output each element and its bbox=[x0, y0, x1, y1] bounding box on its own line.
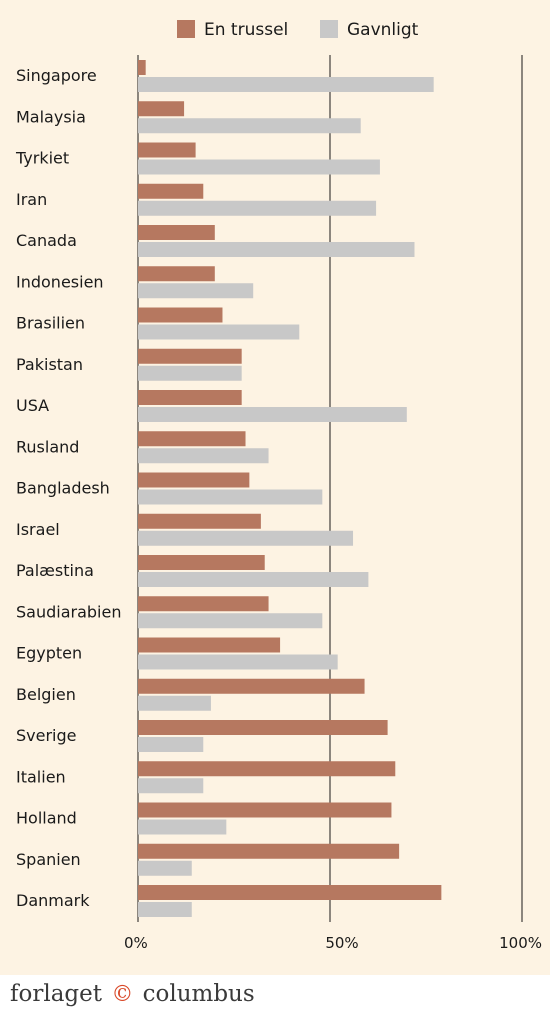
x-axis-ticks: 0% 50% 100% bbox=[124, 934, 542, 952]
bar-threat bbox=[138, 513, 261, 529]
bar-beneficial bbox=[138, 530, 354, 546]
bar-beneficial bbox=[138, 365, 242, 381]
bar-threat bbox=[138, 183, 204, 199]
category-label: Pakistan bbox=[16, 355, 83, 374]
x-tick-label: 50% bbox=[325, 934, 358, 952]
category-label: Brasilien bbox=[16, 314, 85, 333]
bar-beneficial bbox=[138, 242, 415, 257]
bar-threat bbox=[138, 307, 223, 323]
bar-threat bbox=[138, 142, 196, 158]
bar-threat bbox=[138, 843, 400, 859]
bar-threat bbox=[138, 101, 185, 117]
bar-beneficial bbox=[138, 572, 369, 587]
category-label: Canada bbox=[16, 231, 77, 250]
brand-left: forlaget bbox=[10, 981, 102, 1007]
bar-threat bbox=[138, 720, 388, 735]
category-label: Saudiarabien bbox=[16, 602, 121, 621]
bar-beneficial bbox=[138, 407, 407, 422]
bar-threat bbox=[138, 266, 215, 282]
category-label: Malaysia bbox=[16, 107, 86, 126]
category-label: Egypten bbox=[16, 644, 82, 663]
bar-beneficial bbox=[138, 902, 192, 917]
bar-beneficial bbox=[138, 159, 380, 175]
bar-beneficial bbox=[138, 448, 269, 464]
bar-threat bbox=[138, 225, 215, 240]
bar-beneficial bbox=[138, 737, 204, 752]
bar-beneficial bbox=[138, 819, 227, 835]
bar-threat bbox=[138, 472, 250, 488]
chart-panel: En trussel Gavnligt Singapore Malaysia Tyrk… bbox=[0, 0, 550, 975]
category-label: Iran bbox=[16, 190, 47, 209]
bar-beneficial bbox=[138, 654, 338, 670]
bar-threat bbox=[138, 348, 242, 364]
brand-right: columbus bbox=[142, 981, 255, 1007]
category-label: Holland bbox=[16, 809, 77, 828]
gridlines bbox=[137, 55, 523, 922]
category-label: Spanien bbox=[16, 850, 81, 869]
bars bbox=[138, 60, 442, 917]
bar-beneficial bbox=[138, 778, 204, 794]
bar-beneficial bbox=[138, 613, 323, 629]
category-label: Tyrkiet bbox=[15, 149, 69, 168]
category-label: Indonesien bbox=[16, 272, 104, 291]
category-label: Bangladesh bbox=[16, 479, 110, 498]
legend-label: En trussel bbox=[204, 20, 288, 40]
footer: forlaget © columbus bbox=[0, 975, 550, 1015]
publisher-logo: forlaget © columbus bbox=[10, 981, 255, 1007]
bar-beneficial bbox=[138, 200, 377, 216]
legend-swatch bbox=[320, 20, 338, 38]
bar-beneficial bbox=[138, 324, 300, 340]
bar-threat bbox=[138, 390, 242, 405]
bar-beneficial bbox=[138, 77, 434, 92]
copyright-icon: © bbox=[111, 982, 134, 1007]
category-label: Rusland bbox=[16, 437, 79, 456]
bar-threat bbox=[138, 596, 269, 612]
y-axis-labels: Singapore Malaysia Tyrkiet Iran Canada Indone… bbox=[15, 66, 121, 910]
legend-label: Gavnligt bbox=[347, 20, 419, 40]
bar-beneficial bbox=[138, 860, 192, 876]
bar-threat bbox=[138, 637, 281, 653]
bar-chart: En trussel Gavnligt Singapore Malaysia Tyrk… bbox=[15, 20, 542, 952]
category-label: Belgien bbox=[16, 685, 76, 704]
bar-beneficial bbox=[138, 489, 323, 505]
bar-beneficial bbox=[138, 695, 211, 711]
x-tick-label: 100% bbox=[499, 934, 542, 952]
category-label: Palæstina bbox=[16, 561, 94, 580]
bar-threat bbox=[138, 802, 392, 818]
bar-beneficial bbox=[138, 283, 254, 299]
category-label: Italien bbox=[16, 767, 66, 786]
bar-threat bbox=[138, 555, 265, 570]
bar-threat bbox=[138, 885, 442, 900]
category-label: Sverige bbox=[16, 726, 77, 745]
category-label: Singapore bbox=[16, 66, 97, 85]
bar-threat bbox=[138, 761, 396, 777]
category-label: USA bbox=[16, 396, 49, 415]
category-label: Danmark bbox=[16, 891, 90, 910]
legend-swatch bbox=[177, 20, 195, 38]
bar-threat bbox=[138, 431, 246, 447]
bar-threat bbox=[138, 678, 365, 694]
bar-threat bbox=[138, 60, 146, 75]
bar-beneficial bbox=[138, 118, 361, 134]
legend: En trussel Gavnligt bbox=[177, 20, 419, 40]
category-label: Israel bbox=[16, 520, 60, 539]
x-tick-label: 0% bbox=[124, 934, 148, 952]
